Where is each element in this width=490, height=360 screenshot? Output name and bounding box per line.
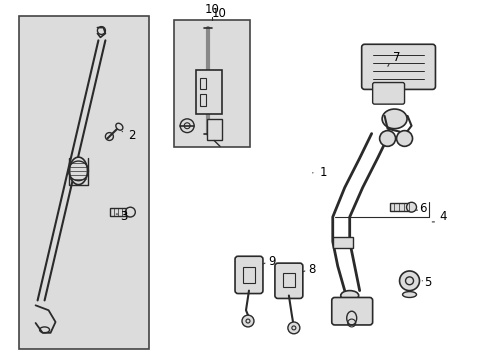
Bar bbox=[207, 119, 222, 140]
Circle shape bbox=[396, 131, 413, 146]
Bar bbox=[196, 70, 222, 114]
Bar bbox=[283, 273, 295, 287]
Text: 3: 3 bbox=[121, 211, 128, 224]
Bar bbox=[200, 94, 206, 106]
Ellipse shape bbox=[382, 109, 407, 129]
FancyBboxPatch shape bbox=[275, 263, 303, 298]
Text: 10: 10 bbox=[205, 3, 220, 16]
Text: 5: 5 bbox=[424, 276, 432, 289]
Circle shape bbox=[125, 207, 135, 217]
Ellipse shape bbox=[116, 123, 123, 130]
Circle shape bbox=[399, 271, 419, 291]
Bar bbox=[243, 267, 255, 283]
Ellipse shape bbox=[70, 157, 87, 185]
Text: 10: 10 bbox=[212, 7, 227, 21]
Text: 8: 8 bbox=[308, 262, 315, 275]
Bar bbox=[110, 208, 130, 216]
Ellipse shape bbox=[341, 291, 359, 301]
Ellipse shape bbox=[403, 292, 416, 297]
Text: 4: 4 bbox=[440, 211, 447, 224]
Text: 6: 6 bbox=[419, 202, 427, 215]
Text: 2: 2 bbox=[128, 129, 136, 142]
Bar bbox=[333, 237, 353, 248]
Bar bbox=[174, 20, 250, 147]
Circle shape bbox=[380, 131, 395, 146]
Circle shape bbox=[407, 202, 416, 212]
Circle shape bbox=[288, 322, 300, 334]
FancyBboxPatch shape bbox=[332, 297, 372, 325]
Circle shape bbox=[180, 119, 194, 132]
Text: 7: 7 bbox=[392, 50, 400, 63]
Text: 9: 9 bbox=[268, 255, 275, 268]
Bar bbox=[19, 16, 149, 350]
FancyBboxPatch shape bbox=[235, 256, 263, 293]
Text: 1: 1 bbox=[320, 166, 327, 179]
Circle shape bbox=[242, 315, 254, 327]
Bar bbox=[390, 203, 412, 211]
FancyBboxPatch shape bbox=[362, 44, 436, 89]
Bar bbox=[200, 78, 206, 89]
FancyBboxPatch shape bbox=[372, 82, 405, 104]
